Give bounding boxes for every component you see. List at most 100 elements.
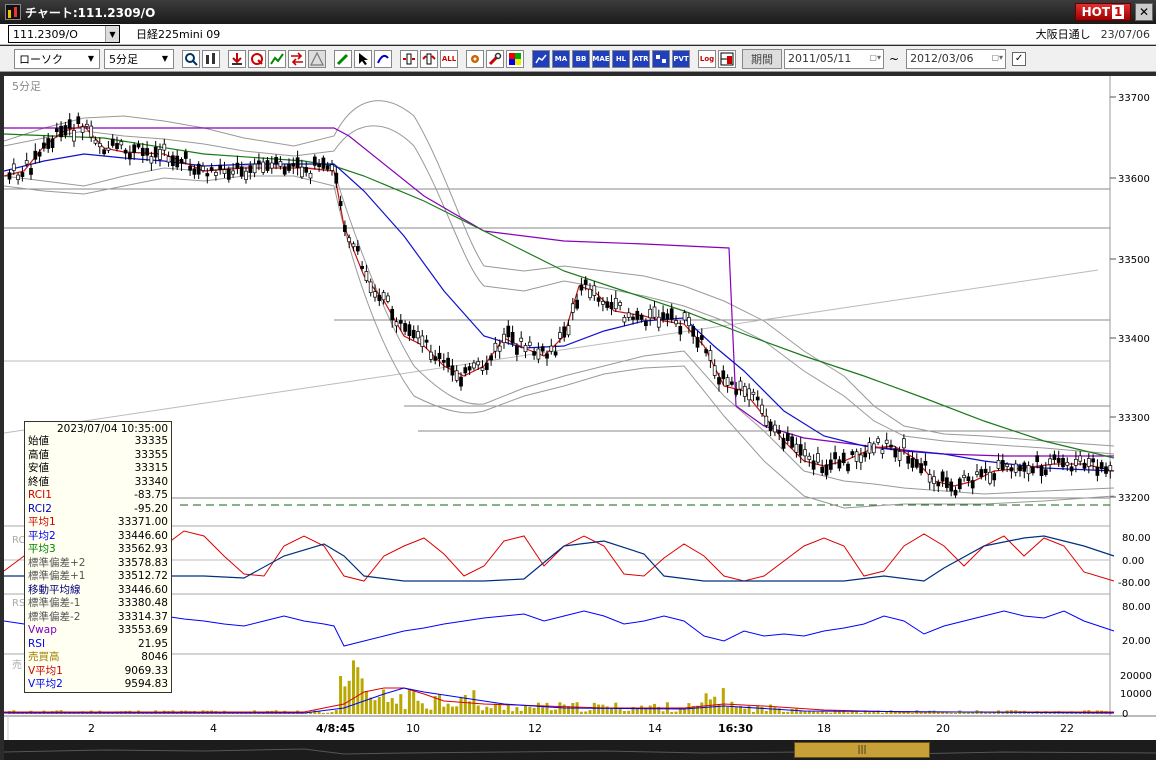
candle-body bbox=[695, 337, 700, 348]
volume-bar bbox=[945, 711, 949, 714]
op-button[interactable] bbox=[532, 49, 550, 68]
bars-icon[interactable] bbox=[202, 49, 220, 68]
cursor-icon[interactable] bbox=[354, 49, 372, 68]
data-panel-value: 33340 bbox=[134, 475, 168, 488]
x-tick: 20 bbox=[936, 722, 950, 735]
volume-bar bbox=[597, 704, 601, 714]
candle-body bbox=[545, 353, 549, 359]
gear-icon[interactable] bbox=[466, 49, 484, 68]
candle-body bbox=[441, 359, 446, 363]
curve-icon[interactable] bbox=[374, 49, 392, 68]
date-to-field[interactable]: 2012/03/06 ▢▾ bbox=[906, 48, 1007, 69]
chevron-down-icon[interactable]: ▼ bbox=[105, 26, 119, 42]
candle-body bbox=[734, 388, 739, 395]
candle-body bbox=[850, 451, 855, 455]
interval-select[interactable]: 5分足 ▼ bbox=[104, 48, 174, 69]
volume-bar bbox=[760, 706, 764, 714]
volume-bar bbox=[481, 710, 484, 714]
candle-body bbox=[945, 477, 949, 488]
chevron-down-icon[interactable]: ▼ bbox=[87, 54, 95, 63]
pv-button[interactable] bbox=[652, 49, 670, 68]
candle-body bbox=[678, 326, 683, 335]
download-icon[interactable] bbox=[228, 49, 246, 68]
volume-bar bbox=[842, 710, 846, 714]
x-tick: 22 bbox=[1060, 722, 1074, 735]
horizontal-scrollbar[interactable]: ||| bbox=[4, 740, 1156, 760]
volume-bar bbox=[721, 688, 725, 714]
volume-bar bbox=[562, 704, 566, 714]
warning-icon[interactable] bbox=[308, 49, 326, 68]
date-from-field[interactable]: 2011/05/11 ▢▾ bbox=[784, 48, 884, 69]
candle-body bbox=[510, 332, 515, 344]
candle-body bbox=[416, 331, 420, 339]
period-button[interactable]: 期間 bbox=[742, 48, 782, 69]
data-panel-row: 平均2 33446.60 bbox=[28, 530, 168, 544]
pen-icon[interactable] bbox=[334, 49, 352, 68]
candle-body bbox=[1035, 455, 1040, 463]
arrows-icon[interactable] bbox=[288, 49, 306, 68]
volume-bar bbox=[816, 711, 820, 714]
log-button[interactable]: Log bbox=[698, 49, 716, 68]
pvt-button[interactable]: PVT bbox=[672, 49, 690, 68]
volume-bar bbox=[872, 710, 876, 714]
zoom-in-icon[interactable] bbox=[400, 49, 418, 68]
apply-checkbox[interactable]: ✓ bbox=[1012, 51, 1027, 66]
candle-body bbox=[446, 357, 450, 368]
candle-body bbox=[312, 156, 317, 166]
candle-body bbox=[992, 473, 997, 481]
candle-body bbox=[450, 365, 455, 376]
hot-button[interactable]: HOT 1 bbox=[1075, 3, 1131, 21]
chart-type-select[interactable]: ローソク ▼ bbox=[14, 48, 100, 69]
volume-bar bbox=[820, 711, 824, 714]
layout-icon[interactable] bbox=[718, 49, 736, 68]
volume-bar bbox=[317, 711, 321, 714]
calendar-icon[interactable]: ▢▾ bbox=[991, 52, 1004, 62]
osc-tick: 0.00 bbox=[1122, 556, 1144, 567]
price-chart[interactable]: 5分足 33700 33600 33500 bbox=[3, 76, 1156, 740]
data-panel-label: 平均2 bbox=[28, 529, 56, 542]
candle-body bbox=[317, 163, 321, 168]
candle-body bbox=[687, 317, 691, 327]
volume-bar bbox=[898, 712, 902, 714]
candle-body bbox=[570, 303, 575, 313]
q-icon[interactable] bbox=[248, 49, 266, 68]
volume-bar bbox=[670, 711, 674, 714]
candle-body bbox=[661, 312, 665, 320]
candle-body bbox=[910, 458, 915, 468]
ma-button[interactable]: MA bbox=[552, 49, 570, 68]
close-icon[interactable]: ✕ bbox=[1135, 3, 1153, 21]
palette-icon[interactable] bbox=[506, 49, 524, 68]
candle-body bbox=[1095, 466, 1100, 476]
volume-bar bbox=[954, 712, 957, 714]
bb-button[interactable]: BB bbox=[572, 49, 590, 68]
vol-tick: 20000 bbox=[1120, 671, 1152, 682]
magnifier-icon[interactable] bbox=[182, 49, 200, 68]
toolbar: ローソク ▼ 5分足 ▼ ALL bbox=[0, 46, 1156, 72]
chevron-down-icon[interactable]: ▼ bbox=[161, 54, 169, 63]
calendar-icon[interactable]: ▢▾ bbox=[869, 52, 881, 62]
scroll-thumb[interactable]: ||| bbox=[794, 742, 930, 758]
data-panel-label: RSI bbox=[28, 637, 46, 650]
candle-body bbox=[33, 150, 38, 160]
hl-button[interactable]: HL bbox=[612, 49, 630, 68]
wrench-icon[interactable] bbox=[486, 49, 504, 68]
all-button[interactable]: ALL bbox=[440, 49, 458, 68]
atr-button[interactable]: ATR bbox=[632, 49, 650, 68]
candle-body bbox=[983, 468, 988, 474]
chart-area[interactable]: 5分足 33700 33600 33500 bbox=[3, 76, 1156, 740]
candle-body bbox=[1086, 458, 1091, 467]
candle-body bbox=[334, 172, 339, 184]
volume-bar bbox=[984, 712, 988, 714]
volume-bar bbox=[773, 707, 777, 714]
candle-body bbox=[110, 138, 115, 146]
chart-icon[interactable] bbox=[268, 49, 286, 68]
volume-bar bbox=[343, 686, 347, 714]
candle-body bbox=[1104, 466, 1108, 474]
volume-bar bbox=[648, 705, 652, 714]
zoom-out-icon[interactable] bbox=[420, 49, 438, 68]
data-panel-value: 33335 bbox=[134, 435, 168, 447]
symbol-combobox[interactable]: 111.2309/O ▼ bbox=[8, 25, 120, 43]
mae-button[interactable]: MAE bbox=[592, 49, 610, 68]
window-titlebar: チャート:111.2309/O HOT 1 ✕ bbox=[0, 0, 1156, 24]
volume-bar bbox=[657, 706, 661, 714]
